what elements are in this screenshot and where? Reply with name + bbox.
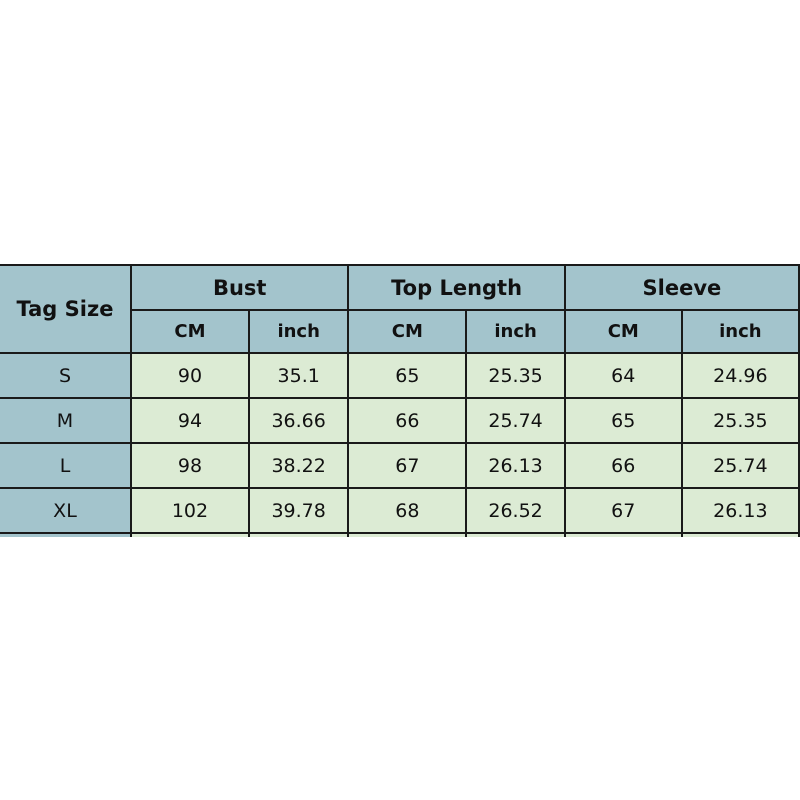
table-row: L 98 38.22 67 26.13 66 25.74 (0, 442, 800, 489)
bust-header: Bust (129, 264, 350, 311)
unit-header: CM (347, 309, 468, 354)
size-cell: S (0, 352, 132, 399)
value-cell: 68 (347, 487, 468, 534)
value-cell: 98 (129, 442, 250, 489)
value-cell: 64 (563, 352, 683, 399)
table-row: M 94 36.66 66 25.74 65 25.35 (0, 397, 800, 444)
size-cell: L (0, 442, 132, 489)
size-cell: XL (0, 487, 132, 534)
unit-header: inch (680, 309, 800, 354)
top-length-header: Top Length (347, 264, 566, 311)
value-cell: 67 (563, 487, 683, 534)
value-cell: 36.66 (247, 397, 350, 444)
size-chart: Tag Size Bust Top Length Sleeve CM inch … (0, 264, 800, 537)
size-table: Tag Size Bust Top Length Sleeve CM inch … (0, 264, 800, 537)
size-cell: M (0, 397, 132, 444)
value-cell: 102 (129, 487, 250, 534)
value-cell: 26.13 (680, 487, 800, 534)
value-cell: 35.1 (247, 352, 350, 399)
value-cell: 25.35 (680, 397, 800, 444)
value-cell: 25.74 (465, 397, 566, 444)
table-row: S 90 35.1 65 25.35 64 24.96 (0, 352, 800, 399)
sleeve-header: Sleeve (563, 264, 800, 311)
value-cell: 26.52 (465, 487, 566, 534)
unit-header: inch (465, 309, 566, 354)
unit-header: CM (129, 309, 250, 354)
value-cell: 25.35 (465, 352, 566, 399)
cut-off-row (0, 532, 800, 537)
table-row: XL 102 39.78 68 26.52 67 26.13 (0, 487, 800, 534)
value-cell: 24.96 (680, 352, 800, 399)
value-cell: 39.78 (247, 487, 350, 534)
value-cell: 94 (129, 397, 250, 444)
unit-header: CM (563, 309, 683, 354)
value-cell: 90 (129, 352, 250, 399)
unit-header: inch (247, 309, 350, 354)
value-cell: 66 (347, 397, 468, 444)
value-cell: 67 (347, 442, 468, 489)
value-cell: 65 (347, 352, 468, 399)
value-cell: 25.74 (680, 442, 800, 489)
value-cell: 66 (563, 442, 683, 489)
tag-size-header: Tag Size (0, 264, 132, 354)
value-cell: 65 (563, 397, 683, 444)
value-cell: 38.22 (247, 442, 350, 489)
value-cell: 26.13 (465, 442, 566, 489)
